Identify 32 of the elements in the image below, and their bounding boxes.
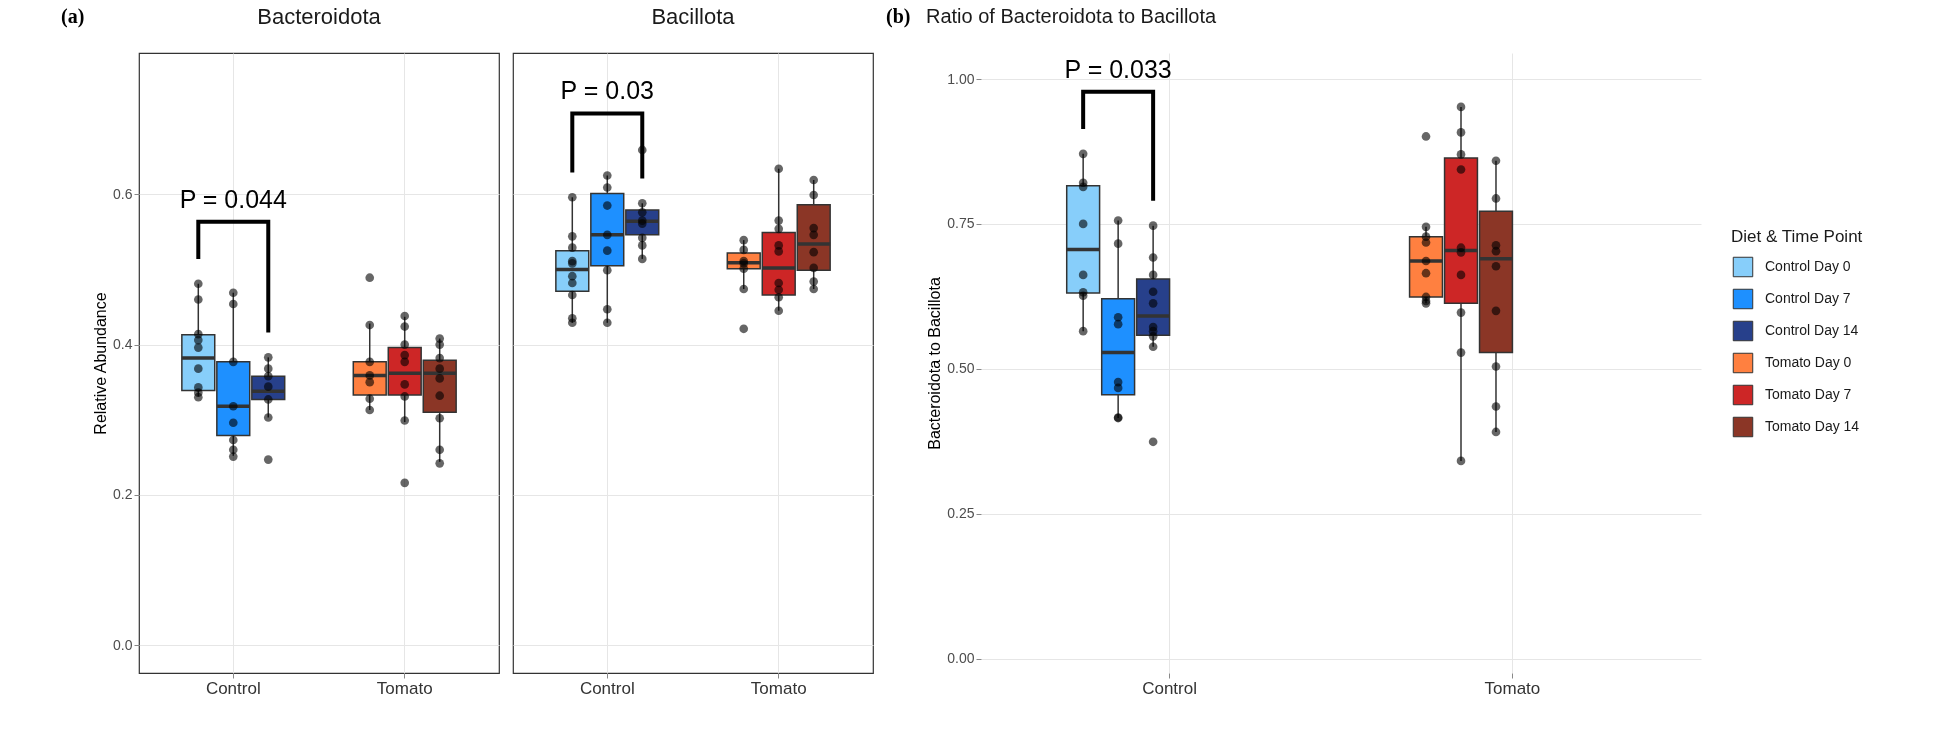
y-tick-label: 0.6 [113,185,133,202]
x-tick-label: Control [579,678,635,698]
y-tick-label: 0.0 [113,636,133,653]
y-tick-label: 0.4 [113,336,133,353]
y-tick-label: 0.25 [947,505,975,522]
annotation: P = 0.033 [1064,54,1172,83]
text: (a) [61,5,85,28]
y-tick-label: 1.00 [947,70,975,87]
legend-label: Control Day 7 [1765,290,1851,306]
x-tick-label: Tomato [376,678,433,698]
y-tick-label: 0.50 [947,360,975,377]
y-tick-label: 0.75 [947,215,975,232]
chart-title: Bacillota [651,4,736,29]
y-tick-label: 0.00 [947,650,975,667]
y-tick-label: 0.2 [113,486,133,503]
legend-label: Tomato Day 14 [1765,418,1860,434]
legend-label: Tomato Day 7 [1765,386,1852,402]
legend-label: Control Day 14 [1765,322,1859,338]
chart-title: Bacteroidota [257,4,382,29]
chart-title: Ratio of Bacteroidota to Bacillota [926,5,1218,27]
x-tick-label: Control [205,678,261,698]
legend-label: Tomato Day 0 [1765,354,1852,370]
y-axis-title: Relative Abundance [92,292,110,435]
x-tick-label: Tomato [1484,678,1541,698]
x-tick-label: Tomato [750,678,807,698]
annotation: P = 0.03 [560,76,654,105]
y-axis-title: Bacteroidota to Bacillota [926,277,944,450]
legend-title: Diet & Time Point [1731,227,1863,246]
x-tick-label: Control [1142,678,1197,698]
legend-label: Control Day 0 [1765,258,1851,274]
text: (b) [886,5,911,28]
annotation: P = 0.044 [179,184,288,213]
